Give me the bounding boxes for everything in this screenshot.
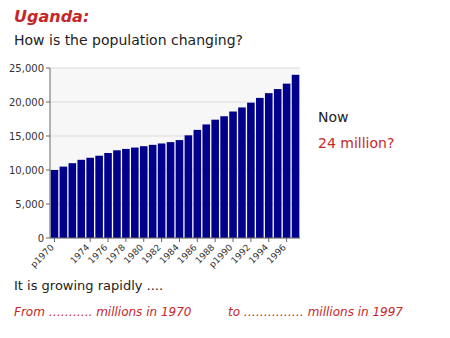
- y-tick-label: 25,000: [9, 63, 44, 74]
- y-tick-label: 20,000: [9, 97, 44, 108]
- annotation: to …………… millions in 1997: [228, 305, 403, 319]
- title: Uganda:: [14, 7, 89, 26]
- bar: [158, 143, 166, 238]
- x-tick: [143, 238, 144, 242]
- bar: [211, 120, 219, 238]
- bar: [265, 93, 273, 238]
- plot-area: [50, 68, 300, 238]
- x-tick: [233, 238, 234, 242]
- x-tick: [268, 238, 269, 242]
- x-tick-label: 1994: [247, 242, 270, 265]
- y-tick: [46, 136, 50, 137]
- x-tick-label: 1976: [86, 242, 109, 265]
- bar: [122, 149, 130, 238]
- bar: [185, 135, 193, 238]
- bar: [51, 170, 59, 238]
- x-tick-label: 1978: [104, 242, 127, 265]
- y-tick-label: 15,000: [9, 131, 44, 142]
- chart: Uganda: How is the population changing? 0 5…: [0, 0, 450, 338]
- bar: [229, 112, 237, 238]
- bar: [113, 150, 121, 238]
- annotation: 24 million?: [318, 135, 394, 151]
- x-tick-label: 1982: [140, 242, 163, 265]
- bar: [202, 124, 210, 238]
- bar: [274, 89, 282, 238]
- bar: [283, 84, 291, 238]
- y-tick: [46, 170, 50, 171]
- x-tick: [125, 238, 126, 242]
- bar: [77, 160, 85, 238]
- x-tick: [108, 238, 109, 242]
- x-tick-label: 1974: [68, 242, 91, 265]
- x-tick-label: p1970: [29, 242, 57, 270]
- x-tick-label: 1986: [175, 242, 198, 265]
- x-tick-label: 1984: [158, 242, 181, 265]
- bar: [292, 75, 300, 238]
- bar: [140, 146, 148, 238]
- grid-line: [50, 68, 300, 69]
- grid-line: [50, 238, 300, 239]
- y-tick-label: 5,000: [15, 199, 44, 210]
- annotation: Now: [318, 109, 349, 125]
- subtitle: How is the population changing?: [14, 32, 243, 48]
- y-tick: [46, 238, 50, 239]
- y-tick: [46, 68, 50, 69]
- y-tick: [46, 102, 50, 103]
- x-tick: [90, 238, 91, 242]
- x-tick-label: 1980: [122, 242, 145, 265]
- x-tick: [215, 238, 216, 242]
- x-tick: [54, 238, 55, 242]
- x-tick-label: 1992: [229, 242, 252, 265]
- y-axis: [50, 68, 51, 238]
- x-axis: [50, 238, 300, 239]
- x-tick-label: 1996: [265, 242, 288, 265]
- bar: [131, 148, 139, 238]
- bar: [69, 163, 77, 238]
- x-tick: [250, 238, 251, 242]
- bar: [176, 140, 184, 238]
- x-tick: [286, 238, 287, 242]
- y-tick-label: 10,000: [9, 165, 44, 176]
- bar: [104, 153, 112, 238]
- bar: [256, 98, 264, 238]
- bar: [220, 116, 228, 238]
- annotation: It is growing rapidly ....: [14, 278, 163, 293]
- bar: [60, 167, 68, 238]
- y-tick-label: 0: [38, 233, 44, 244]
- bar: [167, 142, 175, 238]
- bar: [247, 103, 255, 238]
- bar: [194, 130, 202, 238]
- bars: [51, 75, 300, 238]
- x-tick: [161, 238, 162, 242]
- annotation: From ……….. millions in 1970: [14, 305, 192, 319]
- bar: [149, 145, 157, 238]
- bar: [95, 156, 103, 238]
- bar: [86, 158, 94, 238]
- y-tick: [46, 204, 50, 205]
- bar: [238, 107, 246, 238]
- x-tick: [197, 238, 198, 242]
- x-tick: [179, 238, 180, 242]
